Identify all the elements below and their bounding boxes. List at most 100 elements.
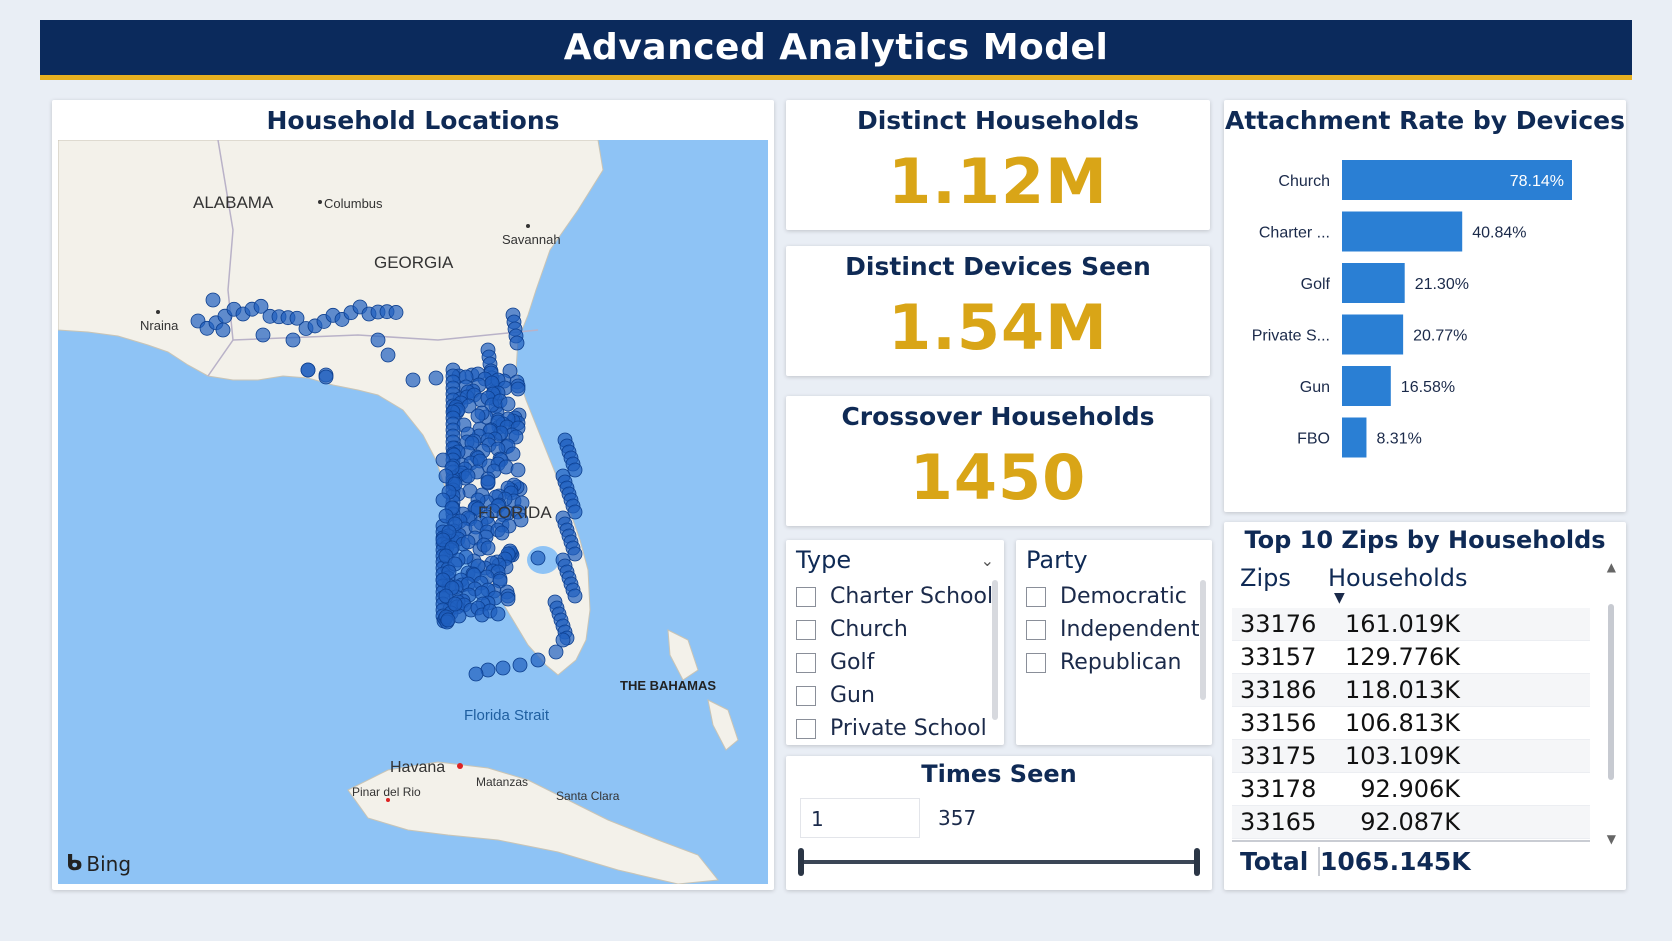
household-point[interactable] bbox=[405, 372, 421, 388]
household-point[interactable] bbox=[447, 596, 463, 612]
household-point[interactable] bbox=[495, 660, 511, 676]
range-slider-track[interactable] bbox=[800, 860, 1196, 864]
household-point[interactable] bbox=[500, 396, 516, 412]
households-cell: 161.019K bbox=[1345, 610, 1460, 638]
label-havana: Havana bbox=[390, 759, 445, 776]
checkbox[interactable] bbox=[796, 619, 816, 640]
household-point[interactable] bbox=[513, 512, 529, 528]
map-canvas[interactable]: ALABAMA Columbus GEORGIA Savannah Nraina… bbox=[58, 140, 768, 884]
table-row[interactable]: 33156 106.813K bbox=[1232, 707, 1590, 740]
column-header-zips[interactable]: Zips bbox=[1240, 564, 1291, 592]
checkbox[interactable] bbox=[796, 718, 816, 739]
household-point[interactable] bbox=[548, 644, 564, 660]
bar[interactable] bbox=[1342, 417, 1367, 458]
party-slicer-scrollbar[interactable] bbox=[1200, 580, 1206, 700]
household-point[interactable] bbox=[530, 652, 546, 668]
household-points-layer[interactable] bbox=[190, 292, 583, 682]
household-point[interactable] bbox=[510, 381, 526, 397]
household-point[interactable] bbox=[215, 322, 231, 338]
table-row[interactable]: 33157 129.776K bbox=[1232, 641, 1590, 674]
bar[interactable] bbox=[1342, 263, 1405, 303]
type-slicer-header[interactable]: Type ⌄ bbox=[796, 546, 994, 574]
range-max-input[interactable]: 357 bbox=[938, 806, 977, 830]
bar[interactable] bbox=[1342, 366, 1391, 406]
household-point[interactable] bbox=[289, 310, 305, 326]
household-point[interactable] bbox=[555, 632, 571, 648]
slicer-option-gun[interactable]: Gun bbox=[796, 679, 994, 712]
household-point[interactable] bbox=[567, 546, 583, 562]
household-point[interactable] bbox=[285, 332, 301, 348]
slicer-option-charter-school[interactable]: Charter School bbox=[796, 580, 994, 613]
bar[interactable] bbox=[1342, 160, 1572, 200]
household-point[interactable] bbox=[380, 347, 396, 363]
kpi-distinct-devices[interactable]: Distinct Devices Seen 1.54M bbox=[786, 246, 1210, 376]
kpi-distinct-households[interactable]: Distinct Households 1.12M bbox=[786, 100, 1210, 230]
table-row[interactable]: 33186 118.013K bbox=[1232, 674, 1590, 707]
checkbox[interactable] bbox=[796, 652, 816, 673]
table-row[interactable]: 33178 92.906K bbox=[1232, 773, 1590, 806]
household-point[interactable] bbox=[205, 292, 221, 308]
household-point[interactable] bbox=[388, 305, 404, 320]
household-point[interactable] bbox=[567, 462, 583, 478]
bar[interactable] bbox=[1342, 211, 1463, 252]
label-florida-strait: Florida Strait bbox=[464, 707, 550, 724]
household-point[interactable] bbox=[494, 525, 510, 541]
checkbox[interactable] bbox=[1026, 619, 1046, 640]
slicer-option-republican[interactable]: Republican bbox=[1026, 646, 1202, 679]
column-header-households[interactable]: Households ▼ bbox=[1328, 564, 1478, 606]
household-point[interactable] bbox=[318, 369, 334, 385]
option-label: Independent bbox=[1060, 617, 1200, 642]
household-point[interactable] bbox=[440, 612, 456, 628]
household-point[interactable] bbox=[480, 540, 496, 556]
household-point[interactable] bbox=[567, 588, 583, 604]
slicer-option-golf[interactable]: Golf bbox=[796, 646, 994, 679]
household-map[interactable]: ALABAMA Columbus GEORGIA Savannah Nraina… bbox=[58, 140, 768, 884]
table-row[interactable]: 33176 161.019K bbox=[1232, 608, 1590, 641]
household-point[interactable] bbox=[428, 370, 444, 386]
household-point[interactable] bbox=[470, 408, 486, 424]
household-point[interactable] bbox=[567, 504, 583, 520]
scroll-down-icon[interactable]: ▼ bbox=[1606, 832, 1616, 846]
bing-attribution[interactable]: ᑲ Bing bbox=[66, 851, 131, 876]
range-slider-max-handle[interactable] bbox=[1194, 848, 1200, 876]
table-row[interactable]: 33165 92.087K bbox=[1232, 806, 1590, 839]
table-title: Top 10 Zips by Households bbox=[1244, 526, 1606, 554]
slicer-option-private-school[interactable]: Private School bbox=[796, 712, 994, 745]
household-point[interactable] bbox=[509, 335, 525, 351]
household-point[interactable] bbox=[253, 298, 269, 314]
bar-value-label: 40.84% bbox=[1472, 225, 1526, 242]
type-slicer-scrollbar[interactable] bbox=[992, 580, 998, 720]
checkbox[interactable] bbox=[1026, 586, 1046, 607]
household-point[interactable] bbox=[500, 591, 516, 607]
pinar-marker bbox=[386, 798, 390, 802]
household-point[interactable] bbox=[460, 468, 476, 484]
household-point[interactable] bbox=[460, 534, 476, 550]
range-slider-min-handle[interactable] bbox=[798, 848, 804, 876]
household-point[interactable] bbox=[510, 462, 526, 478]
checkbox[interactable] bbox=[796, 685, 816, 706]
household-point[interactable] bbox=[370, 332, 386, 348]
range-min-input[interactable]: 1 bbox=[800, 798, 920, 838]
table-row[interactable]: 33175 103.109K bbox=[1232, 740, 1590, 773]
checkbox[interactable] bbox=[1026, 652, 1046, 673]
household-point[interactable] bbox=[505, 446, 521, 462]
slicer-option-independent[interactable]: Independent bbox=[1026, 613, 1202, 646]
household-point[interactable] bbox=[468, 666, 484, 682]
attachment-rate-chart[interactable]: Church 78.14% Charter ... 40.84% Golf 21.30% P… bbox=[1224, 152, 1626, 502]
kpi-crossover-households[interactable]: Crossover Households 1450 bbox=[786, 396, 1210, 526]
household-point[interactable] bbox=[300, 362, 316, 378]
column-header-label: Households bbox=[1328, 564, 1468, 592]
household-point[interactable] bbox=[512, 657, 528, 673]
chevron-down-icon[interactable]: ⌄ bbox=[980, 550, 994, 570]
type-slicer: Type ⌄ Charter School Church Golf Gun Pr… bbox=[786, 540, 1004, 745]
table-scrollbar-thumb[interactable] bbox=[1608, 604, 1614, 780]
slicer-option-democratic[interactable]: Democratic bbox=[1026, 580, 1202, 613]
bar[interactable] bbox=[1342, 314, 1404, 355]
slicer-option-church[interactable]: Church bbox=[796, 613, 994, 646]
checkbox[interactable] bbox=[796, 586, 816, 607]
household-point[interactable] bbox=[255, 327, 271, 343]
scroll-up-icon[interactable]: ▲ bbox=[1606, 560, 1616, 574]
household-point[interactable] bbox=[490, 606, 506, 622]
household-point[interactable] bbox=[480, 474, 496, 490]
household-point[interactable] bbox=[530, 550, 546, 566]
